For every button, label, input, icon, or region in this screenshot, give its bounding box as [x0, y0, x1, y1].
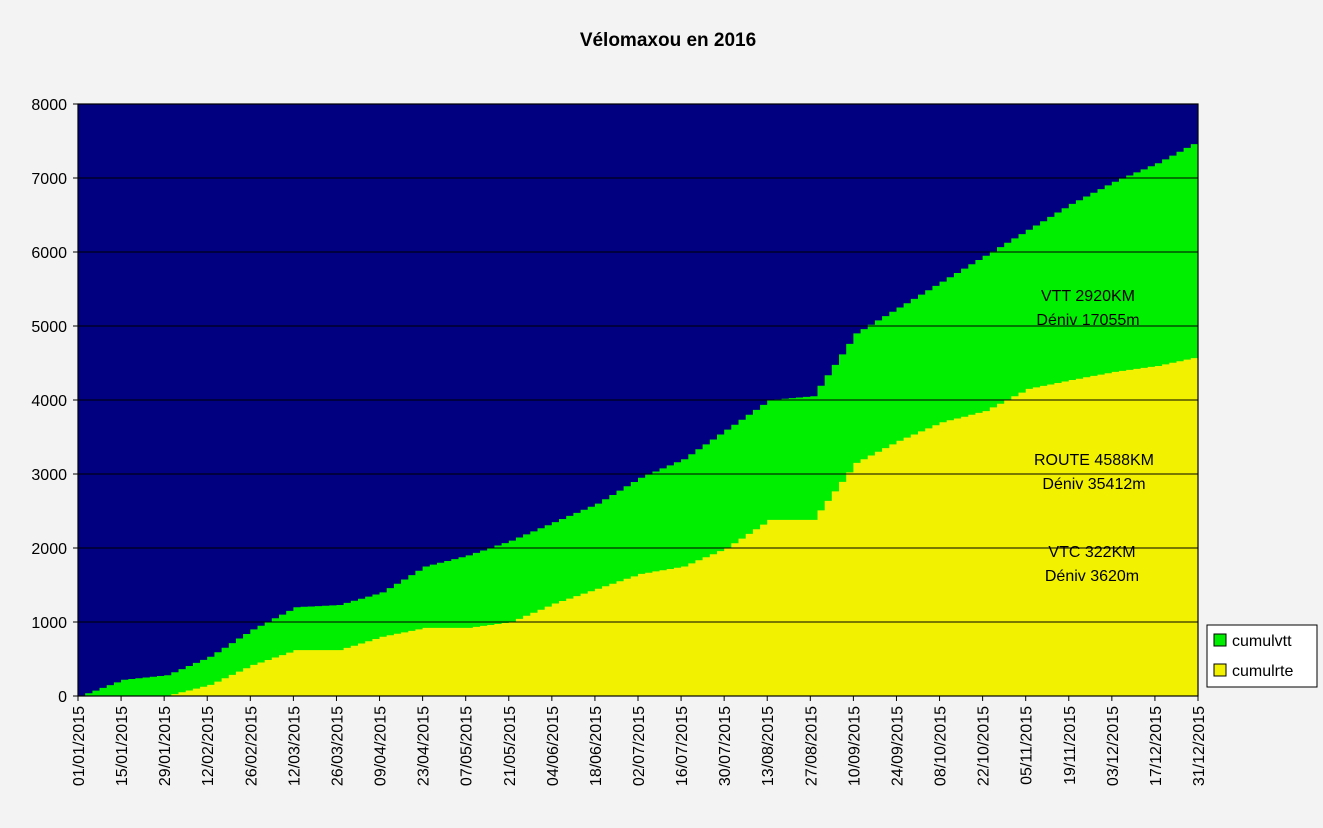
x-tick-label-8: 23/04/2015 — [416, 706, 433, 786]
chart-title: Vélomaxou en 2016 — [580, 30, 756, 51]
x-tick-label-15: 30/07/2015 — [717, 706, 734, 786]
annotation-vtc-line1: VTC 322KM — [1048, 544, 1135, 561]
x-tick-label-18: 10/09/2015 — [846, 706, 863, 786]
x-tick-label-13: 02/07/2015 — [631, 706, 648, 786]
gridlines — [78, 177, 1198, 623]
y-tick-label-8000: 8000 — [31, 97, 67, 114]
annotation-vtc-line2: Déniv 3620m — [1045, 568, 1139, 585]
annotation-vtt-line1: VTT 2920KM — [1041, 288, 1135, 305]
area-series-group — [78, 140, 1198, 697]
area-cumulrte — [78, 356, 1198, 696]
legend-swatch-cumulrte — [1213, 663, 1227, 677]
annotation-vtt-line2: Déniv 17055m — [1036, 312, 1139, 329]
y-axis: 0 1000 2000 3000 4000 5000 6000 7000 8000 — [31, 97, 78, 706]
x-tick-label-6: 26/03/2015 — [329, 706, 346, 786]
x-tick-label-17: 27/08/2015 — [803, 706, 820, 786]
x-tick-label-21: 22/10/2015 — [976, 706, 993, 786]
x-tick-label-1: 15/01/2015 — [114, 706, 131, 786]
legend-label-cumulrte: cumulrte — [1232, 663, 1293, 680]
y-tick-label-0: 0 — [58, 689, 67, 706]
y-tick-label-3000: 3000 — [31, 467, 67, 484]
x-tick-label-16: 13/08/2015 — [760, 706, 777, 786]
legend: cumulvtt cumulrte — [1206, 624, 1318, 688]
y-tick-label-6000: 6000 — [31, 245, 67, 262]
annotation-route-line2: Déniv 35412m — [1042, 476, 1145, 493]
annotation-route-line1: ROUTE 4588KM — [1034, 452, 1154, 469]
x-tick-label-0: 01/01/2015 — [71, 706, 88, 786]
x-tick-label-10: 21/05/2015 — [502, 706, 519, 786]
x-tick-label-23: 19/11/2015 — [1062, 706, 1079, 785]
x-tick-label-20: 08/10/2015 — [933, 706, 950, 786]
annotation-vtt: VTT 2920KM Déniv 17055m — [1036, 288, 1139, 329]
x-tick-label-12: 18/06/2015 — [588, 706, 605, 786]
annotation-vtc: VTC 322KM Déniv 3620m — [1045, 544, 1139, 585]
legend-label-cumulvtt: cumulvtt — [1232, 633, 1292, 650]
y-tick-label-7000: 7000 — [31, 171, 67, 188]
x-tick-label-2: 29/01/2015 — [157, 706, 174, 786]
x-tick-label-22: 05/11/2015 — [1019, 706, 1036, 785]
y-tick-label-4000: 4000 — [31, 393, 67, 410]
legend-swatch-cumulvtt — [1213, 633, 1227, 647]
x-axis: 01/01/2015 15/01/2015 29/01/2015 12/02/2015… — [71, 696, 1208, 786]
y-tick-label-5000: 5000 — [31, 319, 67, 336]
x-tick-label-26: 31/12/2015 — [1191, 706, 1208, 786]
y-tick-label-1000: 1000 — [31, 615, 67, 632]
x-tick-label-24: 03/12/2015 — [1105, 706, 1122, 786]
annotation-route: ROUTE 4588KM Déniv 35412m — [1034, 452, 1154, 493]
x-tick-label-5: 12/03/2015 — [286, 706, 303, 786]
x-tick-label-19: 24/09/2015 — [889, 706, 906, 786]
y-tick-label-2000: 2000 — [31, 541, 67, 558]
x-tick-label-7: 09/04/2015 — [373, 706, 390, 786]
x-tick-label-3: 12/02/2015 — [200, 706, 217, 786]
x-tick-label-25: 17/12/2015 — [1148, 706, 1165, 786]
x-tick-label-9: 07/05/2015 — [459, 706, 476, 786]
x-tick-label-14: 16/07/2015 — [674, 706, 691, 786]
x-tick-label-11: 04/06/2015 — [545, 706, 562, 786]
x-tick-label-4: 26/02/2015 — [243, 706, 260, 786]
